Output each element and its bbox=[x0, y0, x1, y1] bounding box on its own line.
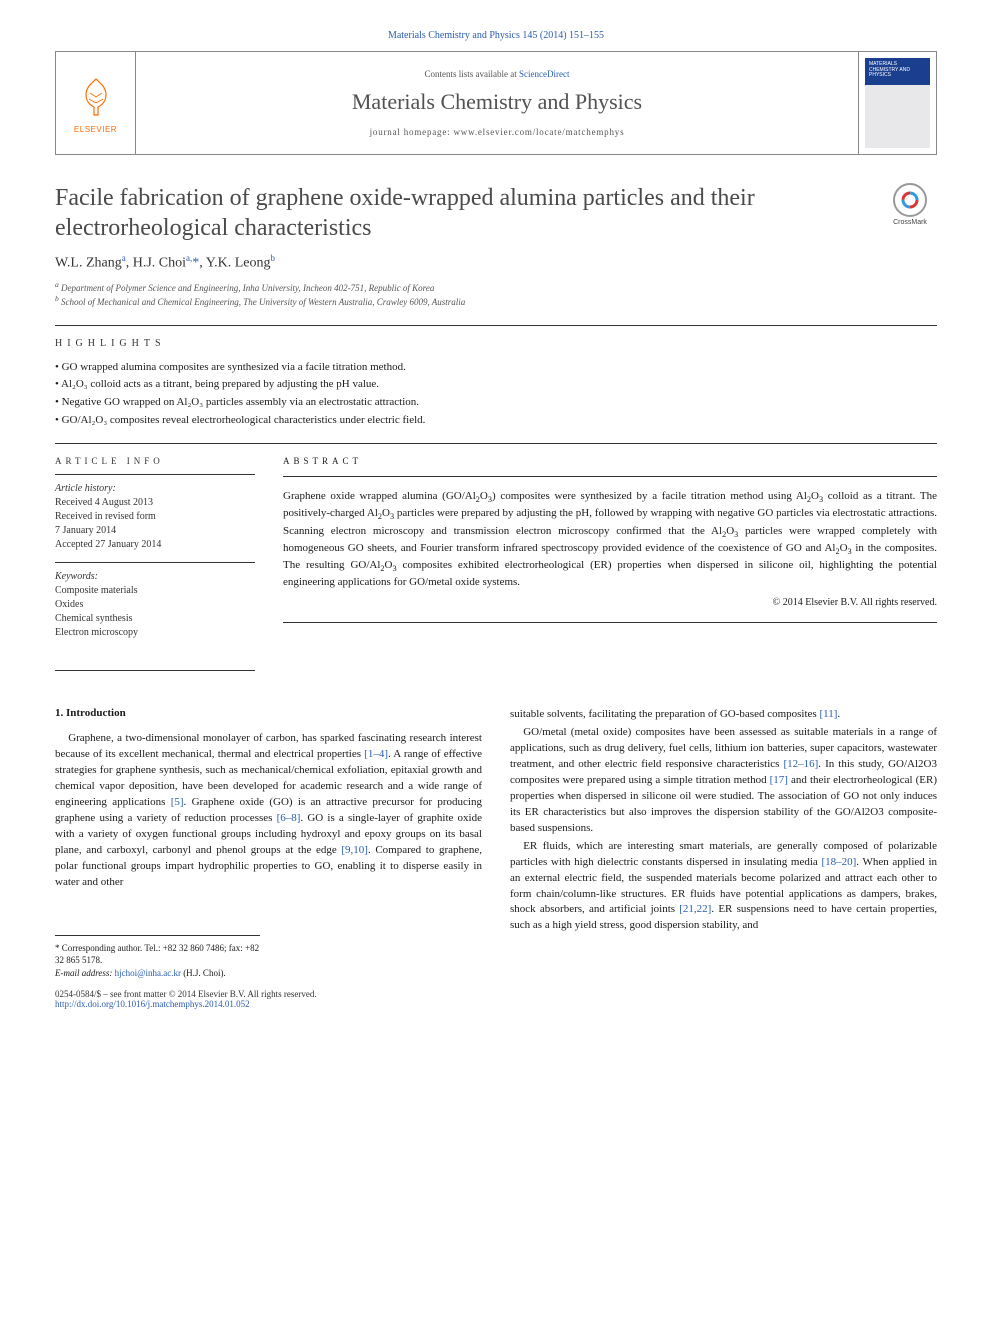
elsevier-text: ELSEVIER bbox=[74, 125, 117, 134]
citation[interactable]: [1–4] bbox=[364, 748, 388, 760]
highlight-item: Al₂O₃ colloid acts as a titrant, being p… bbox=[55, 376, 937, 394]
text: . bbox=[837, 708, 840, 720]
citation[interactable]: [21,22] bbox=[679, 903, 711, 915]
footnotes: * Corresponding author. Tel.: +82 32 860… bbox=[55, 935, 260, 980]
article-title: Facile fabrication of graphene oxide-wra… bbox=[55, 183, 865, 243]
front-matter-line: 0254-0584/$ – see front matter © 2014 El… bbox=[55, 989, 317, 999]
citation[interactable]: [12–16] bbox=[783, 758, 818, 770]
abstract-label: ABSTRACT bbox=[283, 456, 937, 466]
contents-available-line: Contents lists available at ScienceDirec… bbox=[148, 69, 846, 79]
affiliation-b-text: School of Mechanical and Chemical Engine… bbox=[61, 297, 465, 307]
left-column: 1. Introduction Graphene, a two-dimensio… bbox=[55, 707, 482, 979]
abstract-column: ABSTRACT Graphene oxide wrapped alumina … bbox=[283, 444, 937, 671]
affiliation-a: a Department of Polymer Science and Engi… bbox=[55, 280, 937, 295]
divider bbox=[55, 325, 937, 326]
homepage-url[interactable]: www.elsevier.com/locate/matchemphys bbox=[454, 127, 625, 137]
crossmark-icon bbox=[893, 183, 927, 217]
highlights-label: HIGHLIGHTS bbox=[55, 338, 937, 349]
email-label: E-mail address: bbox=[55, 968, 115, 978]
highlight-item: GO wrapped alumina composites are synthe… bbox=[55, 359, 937, 377]
email-line: E-mail address: hjchoi@inha.ac.kr (H.J. … bbox=[55, 967, 260, 980]
crossmark-label: CrossMark bbox=[893, 219, 927, 226]
citation[interactable]: [18–20] bbox=[821, 856, 856, 868]
highlight-item: Negative GO wrapped on Al₂O₃ particles a… bbox=[55, 394, 937, 412]
highlights-section: GO wrapped alumina composites are synthe… bbox=[55, 359, 937, 429]
corresponding-email-link[interactable]: hjchoi@inha.ac.kr bbox=[115, 968, 181, 978]
header-center: Contents lists available at ScienceDirec… bbox=[136, 52, 858, 154]
elsevier-logo: ELSEVIER bbox=[56, 52, 136, 154]
introduction-heading: 1. Introduction bbox=[55, 707, 482, 719]
intro-paragraph-2: GO/metal (metal oxide) composites have b… bbox=[510, 725, 937, 837]
page-footer: 0254-0584/$ – see front matter © 2014 El… bbox=[55, 989, 937, 1009]
body-two-column: 1. Introduction Graphene, a two-dimensio… bbox=[55, 707, 937, 979]
journal-header: ELSEVIER Contents lists available at Sci… bbox=[55, 51, 937, 155]
crossmark-badge[interactable]: CrossMark bbox=[883, 183, 937, 226]
citation[interactable]: [5] bbox=[171, 796, 184, 808]
intro-paragraph-1: Graphene, a two-dimensional monolayer of… bbox=[55, 731, 482, 890]
journal-reference: Materials Chemistry and Physics 145 (201… bbox=[55, 30, 937, 41]
elsevier-tree-icon bbox=[72, 73, 120, 121]
abstract-text: Graphene oxide wrapped alumina (GO/Al2O3… bbox=[283, 489, 937, 591]
journal-cover-thumbnail bbox=[858, 52, 936, 154]
sciencedirect-link[interactable]: ScienceDirect bbox=[519, 69, 569, 79]
affiliation-b: b School of Mechanical and Chemical Engi… bbox=[55, 294, 937, 309]
article-history: Received 4 August 2013Received in revise… bbox=[55, 496, 255, 552]
copyright-line: © 2014 Elsevier B.V. All rights reserved… bbox=[283, 597, 937, 623]
intro-paragraph-3: ER fluids, which are interesting smart m… bbox=[510, 839, 937, 935]
authors-line: W.L. Zhanga, H.J. Choia,*, Y.K. Leongb bbox=[55, 253, 937, 272]
affiliations: a Department of Polymer Science and Engi… bbox=[55, 280, 937, 309]
citation[interactable]: [11] bbox=[819, 708, 837, 720]
citation[interactable]: [6–8] bbox=[277, 812, 301, 824]
article-history-label: Article history: bbox=[55, 483, 255, 494]
highlights-list: GO wrapped alumina composites are synthe… bbox=[55, 359, 937, 429]
keywords-list: Composite materialsOxidesChemical synthe… bbox=[55, 584, 255, 640]
journal-homepage: journal homepage: www.elsevier.com/locat… bbox=[148, 127, 846, 137]
homepage-prefix: journal homepage: bbox=[370, 127, 454, 137]
right-column: suitable solvents, facilitating the prep… bbox=[510, 707, 937, 979]
article-info-label: ARTICLE INFO bbox=[55, 456, 255, 466]
text: suitable solvents, facilitating the prep… bbox=[510, 708, 819, 720]
article-info-column: ARTICLE INFO Article history: Received 4… bbox=[55, 444, 255, 671]
contents-prefix: Contents lists available at bbox=[425, 69, 519, 79]
cover-image bbox=[865, 58, 930, 148]
highlight-item: GO/Al₂O₃ composites reveal electrorheolo… bbox=[55, 412, 937, 430]
email-suffix: (H.J. Choi). bbox=[181, 968, 226, 978]
corresponding-author-note: * Corresponding author. Tel.: +82 32 860… bbox=[55, 942, 260, 967]
keywords-label: Keywords: bbox=[55, 571, 255, 582]
doi-link[interactable]: http://dx.doi.org/10.1016/j.matchemphys.… bbox=[55, 999, 250, 1009]
citation[interactable]: [17] bbox=[770, 774, 788, 786]
affiliation-a-text: Department of Polymer Science and Engine… bbox=[61, 283, 434, 293]
citation[interactable]: [9,10] bbox=[341, 844, 368, 856]
footer-left: 0254-0584/$ – see front matter © 2014 El… bbox=[55, 989, 317, 1009]
intro-continuation: suitable solvents, facilitating the prep… bbox=[510, 707, 937, 723]
journal-title: Materials Chemistry and Physics bbox=[148, 89, 846, 115]
